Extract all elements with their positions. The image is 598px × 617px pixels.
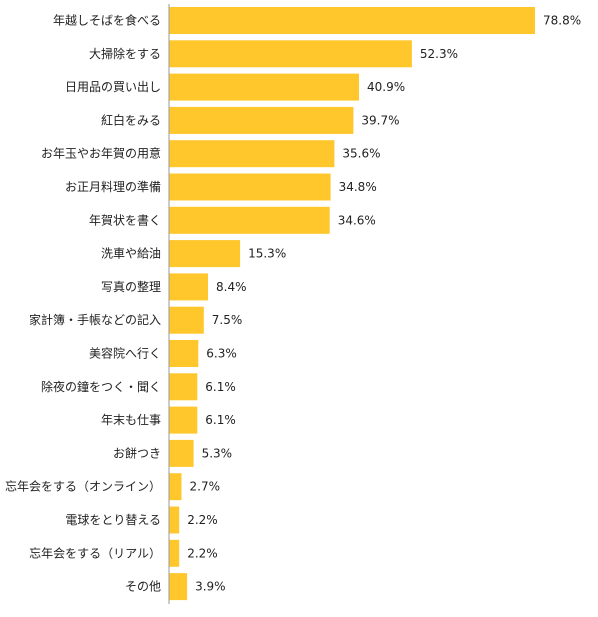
value-label-8: 8.4% (216, 280, 247, 294)
category-label-10: 美容院へ行く (89, 346, 161, 361)
category-label-4: お年玉やお年賀の用意 (41, 146, 161, 161)
value-label-13: 5.3% (202, 446, 233, 460)
category-label-2: 日用品の買い出し (65, 80, 161, 94)
bar-9 (169, 306, 204, 334)
bar-2 (169, 73, 359, 101)
value-label-4: 35.6% (342, 147, 380, 161)
value-label-12: 6.1% (205, 413, 236, 427)
category-label-17: その他 (125, 580, 161, 594)
bar-8 (169, 273, 208, 301)
category-label-16: 忘年会をする（リアル） (29, 545, 161, 560)
value-label-9: 7.5% (212, 313, 243, 327)
value-label-15: 2.2% (187, 513, 218, 527)
category-label-9: 家計簿・手帳などの記入 (29, 312, 161, 327)
bar-1 (169, 40, 412, 68)
bar-7 (169, 240, 241, 268)
value-label-17: 3.9% (195, 580, 226, 594)
category-label-5: お正月料理の準備 (65, 179, 161, 194)
category-label-7: 洗車や給油 (101, 247, 161, 261)
category-label-1: 大掃除をする (89, 46, 161, 61)
bar-15 (169, 506, 180, 534)
bar-12 (169, 406, 198, 434)
value-label-0: 78.8% (543, 14, 581, 28)
category-label-12: 年末も仕事 (101, 413, 161, 427)
category-label-13: お餅つき (113, 445, 161, 460)
bar-11 (169, 373, 198, 401)
value-label-2: 40.9% (367, 80, 405, 94)
value-label-5: 34.8% (339, 180, 377, 194)
value-label-11: 6.1% (205, 380, 236, 394)
bar-4 (169, 140, 335, 168)
bar-17 (169, 573, 188, 601)
category-label-8: 写真の整理 (101, 279, 161, 294)
value-label-10: 6.3% (206, 347, 237, 361)
bar-14 (169, 473, 182, 501)
value-label-14: 2.7% (190, 480, 221, 494)
category-label-11: 除夜の鐘をつく・聞く (41, 379, 161, 394)
value-label-6: 34.6% (338, 213, 376, 227)
value-label-3: 39.7% (361, 113, 399, 127)
bar-13 (169, 439, 194, 467)
category-label-3: 紅白をみる (101, 112, 161, 127)
value-label-7: 15.3% (248, 247, 286, 261)
category-label-0: 年越しそばを食べる (53, 13, 161, 28)
bar-16 (169, 539, 180, 567)
category-label-14: 忘年会をする（オンライン） (5, 479, 161, 494)
bar-10 (169, 340, 199, 367)
category-label-15: 電球をとり替える (65, 513, 161, 527)
value-label-16: 2.2% (187, 546, 218, 560)
category-label-6: 年賀状を書く (89, 213, 161, 227)
value-label-1: 52.3% (420, 47, 458, 61)
bar-3 (169, 106, 354, 134)
bar-5 (169, 173, 331, 201)
bar-6 (169, 206, 330, 234)
bar-0 (169, 7, 535, 34)
